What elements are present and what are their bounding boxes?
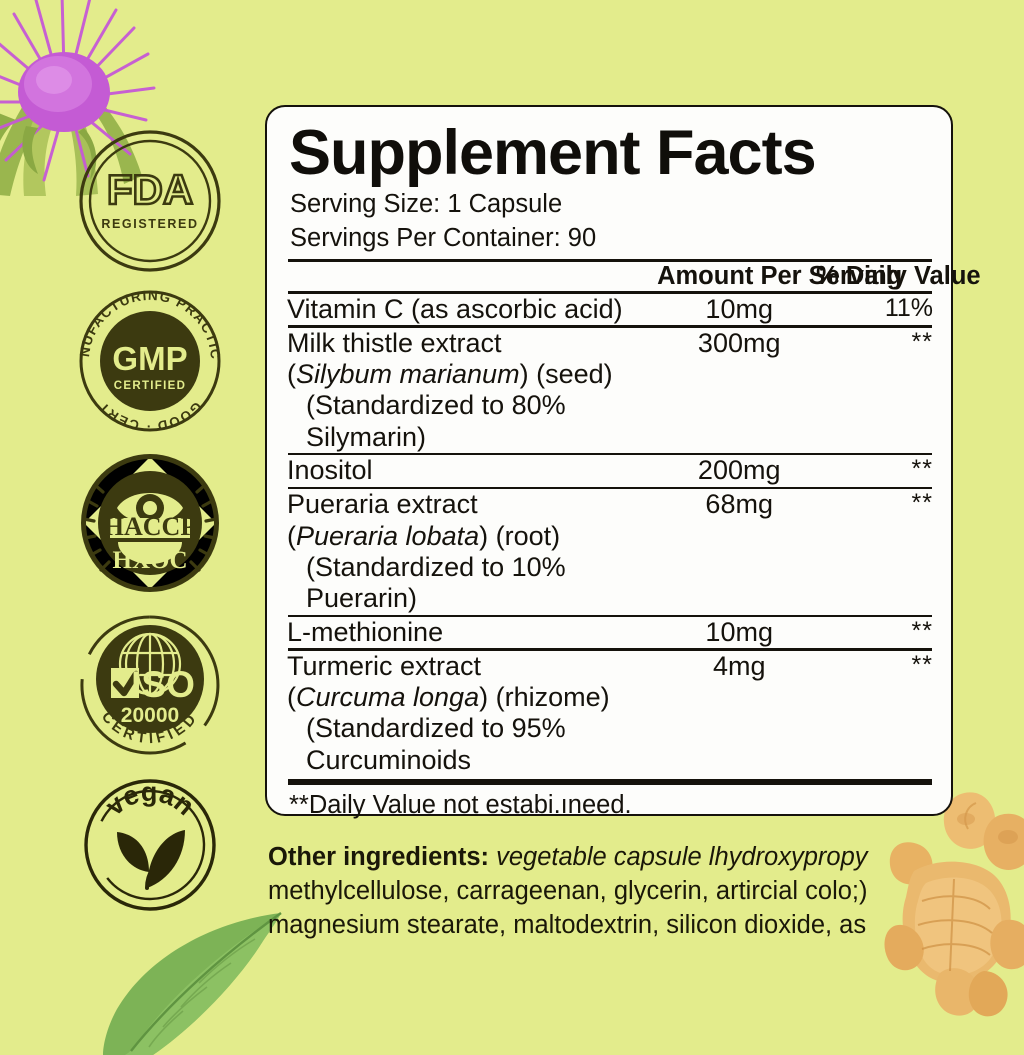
other-ingredients-line1: Other ingredients: vegetable capsule lhy…: [268, 840, 958, 874]
iso-badge-line2: 20000: [120, 704, 178, 727]
other-ingredients-line3: magnesium stearate, maltodextrin, silico…: [268, 911, 867, 940]
nutrient-standardization: (Standardized to 80% Silymarin): [306, 390, 566, 452]
nutrient-daily-value: **: [911, 650, 933, 679]
leaf-right-icon: [146, 830, 185, 888]
divider-top: [288, 258, 932, 263]
nutrient-daily-value: **: [911, 617, 933, 646]
nutrient-standardization: (Standardized to 95% Curcuminoids: [306, 713, 566, 775]
nutrient-amount: 10mg: [705, 293, 773, 324]
table-row: Vitamin C (as ascorbic acid) 10mg 11%: [287, 294, 933, 325]
table-row: Inositol 200mg **: [287, 455, 933, 486]
nutrient-name: Pueraria extract: [287, 489, 478, 520]
fda-badge-line2: REGISTERED: [101, 217, 198, 231]
nutrient-daily-value: 11%: [884, 293, 933, 322]
nutrient-row-l-methionine: L-methionine 10mg **: [287, 617, 933, 648]
nutrient-amount: 200mg: [697, 455, 781, 486]
divider-row-4: [288, 614, 932, 618]
supplement-facts-panel: Supplement Facts Serving Size: 1 Capsule…: [265, 105, 981, 820]
nutrient-name: Vitamin C (as ascorbic acid): [287, 293, 623, 324]
scientific-name: Silybum marianum: [296, 359, 520, 390]
serving-size: Serving Size: 1 Capsule: [290, 189, 563, 218]
divider-header: [288, 291, 932, 294]
fda-registered-badge: FDA REGISTERED: [77, 128, 223, 274]
other-ingredients-block: Other ingredients: vegetable capsule lhy…: [268, 840, 958, 942]
nutrient-row-inositol: Inositol 200mg **: [287, 455, 933, 486]
supplement-facts-table: Amount Per Serving % Daily Value: [287, 262, 981, 291]
other-ingredients-line2: methylcellulose, carrageenan, glycerin, …: [268, 877, 868, 906]
nutrient-daily-value: **: [911, 327, 933, 356]
nutrient-daily-value: **: [911, 455, 933, 484]
header-daily-value: % Daily Value: [816, 262, 981, 291]
plant-part: (root): [495, 520, 561, 551]
fda-badge-line1: FDA: [106, 166, 192, 213]
nutrient-row-turmeric: Turmeric extract (Curcuma longa) (rhizom…: [287, 651, 933, 776]
nutrient-row-pueraria: Pueraria extract (Pueraria lobata) (root…: [287, 489, 933, 614]
gmp-badge-line2: CERTIFIED: [113, 380, 185, 392]
plant-part: (rhizome): [495, 682, 610, 713]
nutrient-amount: 300mg: [697, 327, 781, 358]
divider-row-3: [288, 486, 932, 490]
nutrient-name: Turmeric extract: [287, 650, 482, 681]
other-ingredients-label: Other ingredients:: [268, 843, 490, 871]
vegan-badge: vegan: [81, 776, 219, 914]
table-row: Turmeric extract (Curcuma longa) (rhizom…: [287, 651, 933, 776]
iso-check-icon: [112, 670, 139, 697]
nutrient-daily-value: **: [911, 489, 933, 518]
divider-row-5: [288, 648, 932, 651]
nutrient-name: L-methionine: [287, 617, 444, 648]
divider-row-2: [288, 452, 932, 456]
nutrient-scientific-line: (Curcuma longa) (rhizome): [287, 682, 610, 713]
nutrient-scientific-line: (Pueraria lobata) (root): [287, 520, 561, 551]
iso-certified-badge: ISO 20000 CERTIFIED: [77, 612, 223, 758]
nutrient-name: Milk thistle extract: [287, 327, 502, 358]
nutrient-row-vitamin-c: Vitamin C (as ascorbic acid) 10mg 11%: [287, 294, 933, 325]
nutrient-name: Inositol: [287, 455, 373, 486]
divider-row-1: [288, 325, 932, 328]
gmp-certified-badge: MANUFACTURING PRACTICES GOOD · CERT GMP …: [77, 288, 223, 434]
other-ingredients-text1: vegetable capsule lhydroxypropy: [496, 843, 868, 871]
haccp-badge-line1: HACCP: [103, 512, 196, 541]
scientific-name: Pueraria lobata: [296, 520, 480, 551]
table-row: Pueraria extract (Pueraria lobata) (root…: [287, 489, 933, 614]
haccp-badge-line2: HXOC: [112, 547, 187, 574]
haccp-badge: HACCP HXOC: [77, 450, 223, 596]
nutrient-scientific-line: (Silybum marianum) (seed): [287, 359, 613, 390]
page-title: Supplement Facts: [289, 118, 817, 188]
header-nutrient: [287, 262, 657, 291]
table-header-row: Amount Per Serving % Daily Value: [287, 262, 981, 291]
leaf-left-icon: [116, 832, 149, 872]
gmp-badge-line1: GMP: [112, 340, 187, 377]
scientific-name: Curcuma longa: [296, 682, 480, 713]
nutrient-amount: 4mg: [712, 650, 766, 681]
divider-footnote: [288, 779, 932, 786]
header-amount-per-serving: Amount Per Serving: [657, 262, 903, 291]
nutrient-standardization: (Standardized to 10% Puerarin): [306, 551, 566, 614]
certification-badge-column: FDA REGISTERED MANUFACTURING PRACTICES G…: [62, 128, 237, 928]
table-row: L-methionine 10mg **: [287, 617, 933, 648]
iso-badge-line1: ISO: [131, 664, 195, 705]
daily-value-footnote: **Daily Value not estabi.ıneed.: [289, 791, 632, 820]
nutrient-row-milk-thistle: Milk thistle extract (Silybum marianum) …: [287, 328, 933, 453]
servings-per-container: Servings Per Container: 90: [290, 223, 597, 252]
nutrient-amount: 68mg: [705, 489, 773, 520]
plant-part: (seed): [536, 359, 613, 390]
nutrient-amount: 10mg: [705, 617, 773, 648]
table-row: Milk thistle extract (Silybum marianum) …: [287, 328, 933, 453]
vegan-badge-line1: vegan: [99, 777, 200, 821]
